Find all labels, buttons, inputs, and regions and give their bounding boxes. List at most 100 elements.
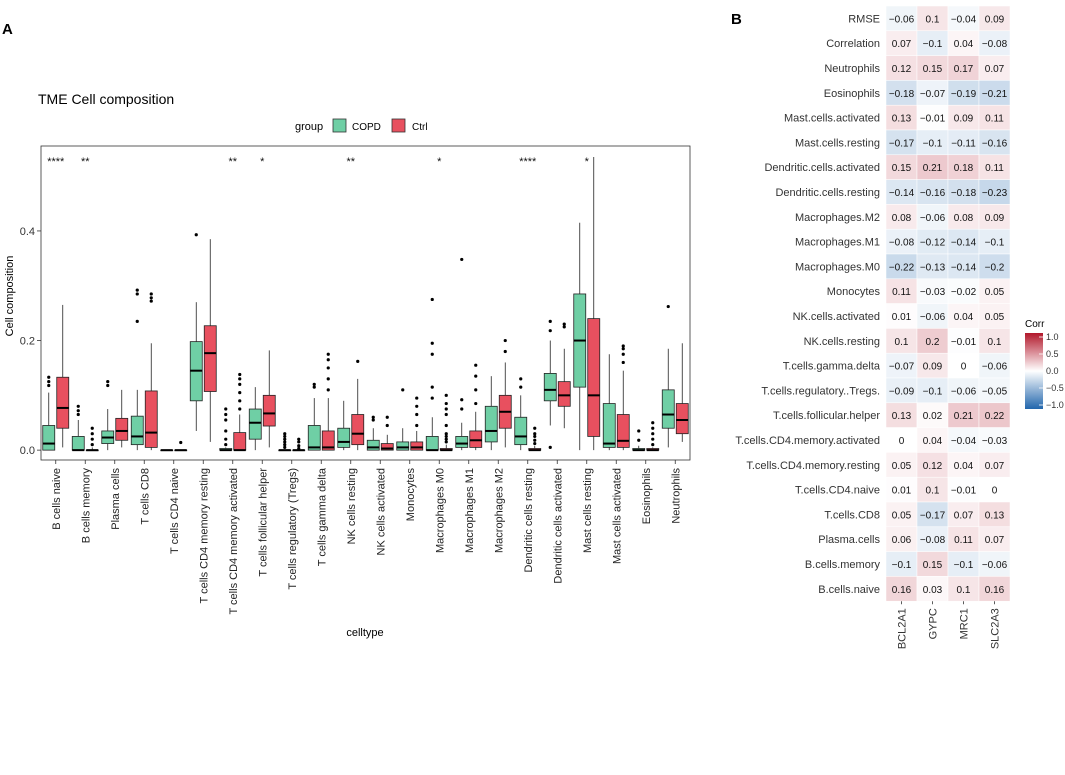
outlier-point [651,426,655,430]
heatmap-cell [947,55,980,81]
significance-label: **** [519,156,537,168]
outlier-point [444,423,448,428]
outlier-point [430,341,434,345]
heatmap-cell-value: 0.12 [923,461,943,472]
heatmap-cell-value: 0 [899,436,905,447]
heatmap-cell-value: −0.06 [889,14,915,25]
x-tick-label: T cells CD4 memory activated [228,468,240,615]
heatmap-cell [885,551,918,577]
box-iqr [455,436,469,448]
heatmap-cell [916,5,949,32]
outlier-point [283,443,287,447]
x-tick-label: B cells naive [51,468,63,530]
heatmap-cell-value: 0.13 [985,510,1005,521]
heatmap-cell-value: 0.21 [923,163,943,174]
heatmap-cell [947,328,980,354]
heatmap-cell-value: 0.07 [892,39,912,50]
outlier-point [519,385,523,389]
box-iqr [130,415,144,446]
box-copd [396,388,410,451]
heatmap-cell [947,104,980,131]
heatmap-row-label: Monocytes [827,286,881,298]
heatmap-cell-value: 0.09 [954,114,974,125]
outlier-point [444,401,448,406]
heatmap-cell [947,352,980,379]
heatmap-cell-value: 0.07 [954,510,974,521]
heatmap-row-label: Macrophages.M2 [795,212,880,224]
heatmap-cell [885,30,918,56]
outlier-point [312,385,316,389]
heatmap-cell-value: 0.04 [954,461,974,472]
heatmap-cell-value: 0.11 [985,163,1004,174]
heatmap-cell [978,303,1011,329]
heatmap-cell [947,576,980,602]
outlier-point [621,360,625,365]
heatmap-row-label: Macrophages.M0 [795,261,880,273]
box-ctrl [321,352,335,451]
heatmap-cell [947,526,980,552]
heatmap-cell-value: −0.08 [920,535,946,546]
corr-legend-tick-label: 0.0 [1046,366,1059,376]
heatmap-cell [978,204,1011,230]
outlier-point [371,418,375,422]
heatmap-cell-value: −0.19 [951,89,977,100]
heatmap-row-label: Macrophages.M1 [795,237,880,249]
outlier-point [326,358,330,362]
heatmap-cell-value: 0.1 [957,585,971,596]
corr-legend-tick-label: −0.5 [1046,383,1064,393]
heatmap-cell [916,278,949,304]
box-copd [425,297,439,452]
x-tick-label: Monocytes [405,468,417,522]
outlier-point [149,296,153,300]
heatmap-cell-value: 0.21 [954,411,974,422]
heatmap-cell-value: −0.1 [923,39,943,50]
heatmap-cell [916,303,949,329]
heatmap-cell [885,55,918,81]
outlier-point [238,382,242,386]
box-ctrl [174,440,188,452]
significance-label: ** [346,156,355,168]
heatmap-cell-value: −0.16 [982,138,1008,149]
outlier-point [474,374,478,378]
heatmap-col-label: GYPC [928,608,940,639]
heatmap-cell-value: −0.03 [920,287,946,298]
heatmap-col-label: MRC1 [959,608,971,639]
outlier-point [460,398,464,402]
outlier-point [90,437,94,441]
heatmap-cell [978,80,1011,106]
outlier-point [283,434,287,439]
heatmap-cell [916,228,949,255]
heatmap-cell [978,104,1011,131]
heatmap-cell-value: 0.04 [954,39,974,50]
significance-label: ** [228,156,237,168]
outlier-point [224,412,228,417]
heatmap-cell-value: 0.18 [954,163,974,174]
heatmap-cell-value: 0.04 [923,436,943,447]
heatmap-cell [916,154,949,180]
outlier-point [548,329,552,333]
heatmap-row-label: Correlation [826,38,880,50]
heatmap-cell [885,204,918,230]
outlier-point [238,399,242,403]
heatmap-row-label: T.cells.CD4.memory.resting [746,460,880,472]
heatmap-cell [885,228,918,255]
heatmap-cell [916,352,949,379]
outlier-point [444,432,448,436]
heatmap-cell [978,328,1011,354]
heatmap-cell [916,179,949,205]
outlier-point [297,440,301,444]
box-iqr [469,430,483,448]
x-axis-label: celltype [346,627,383,639]
x-tick-label: Eosinophils [641,468,653,525]
outlier-point [149,299,153,303]
outlier-point [179,440,183,445]
outlier-point [356,359,360,363]
heatmap-cell-value: −0.01 [951,486,977,497]
heatmap-cell-value: −0.06 [920,213,946,224]
box-copd [189,233,203,431]
outlier-point [533,434,537,439]
outlier-point [637,429,641,433]
outlier-point [415,412,419,417]
x-tick-label: Neutrophils [670,468,682,524]
heatmap-cell-value: −0.14 [889,188,915,199]
